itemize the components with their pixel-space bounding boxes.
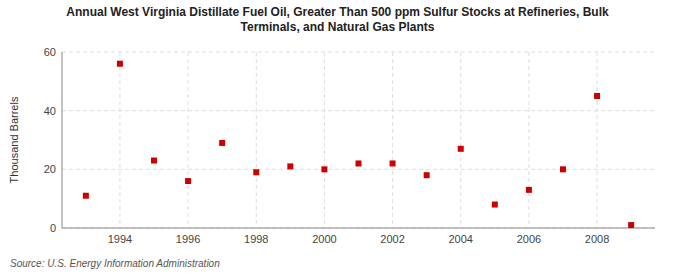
x-grid-line [324, 52, 325, 228]
point [356, 160, 362, 166]
y-tick-label: 0 [50, 222, 56, 234]
y-axis-line [62, 52, 63, 228]
x-grid-line [119, 52, 120, 228]
point [287, 163, 293, 169]
point [526, 187, 532, 193]
point [151, 158, 157, 164]
x-tick-label: 2008 [585, 233, 609, 245]
x-tick-label: 2004 [448, 233, 472, 245]
x-grid-line [460, 52, 461, 228]
y-grid-line [62, 52, 655, 53]
y-tick-label: 20 [44, 163, 56, 175]
x-grid-line [188, 52, 189, 228]
point [83, 193, 89, 199]
point [185, 178, 191, 184]
x-tick-label: 1996 [176, 233, 200, 245]
x-tick-label: 2002 [380, 233, 404, 245]
point [492, 202, 498, 208]
title-line: Terminals, and Natural Gas Plants [241, 20, 435, 34]
point [253, 169, 259, 175]
y-tick-label: 60 [44, 46, 56, 58]
source-note: Source: U.S. Energy Information Administ… [10, 258, 220, 269]
x-tick-label: 2000 [312, 233, 336, 245]
x-grid-line [528, 52, 529, 228]
x-tick-label: 2006 [517, 233, 541, 245]
point [560, 166, 566, 172]
y-grid-line [62, 169, 655, 170]
x-grid-line [256, 52, 257, 228]
point [424, 172, 430, 178]
point [594, 93, 600, 99]
x-grid-line [597, 52, 598, 228]
x-tick-label: 1998 [244, 233, 268, 245]
title-line: Annual West Virginia Distillate Fuel Oil… [66, 5, 609, 19]
tick-labels: 0 20 40 60 1994 1996 1998 2000 2002 2004 2006 2008 [44, 46, 610, 245]
chart: Annual West Virginia Distillate Fuel Oil… [0, 0, 675, 275]
grid [62, 52, 655, 228]
y-grid-line [62, 228, 655, 229]
point [321, 166, 327, 172]
point [117, 61, 123, 67]
x-axis-line [62, 228, 655, 229]
point [219, 140, 225, 146]
point [628, 222, 634, 228]
x-grid-line [392, 52, 393, 228]
points [83, 61, 634, 228]
y-tick-label: 40 [44, 105, 56, 117]
point [390, 160, 396, 166]
y-grid-line [62, 110, 655, 111]
point [458, 146, 464, 152]
x-tick-label: 1994 [108, 233, 132, 245]
title: Annual West Virginia Distillate Fuel Oil… [66, 5, 609, 34]
y-axis-label: Thousand Barrels [8, 96, 20, 183]
